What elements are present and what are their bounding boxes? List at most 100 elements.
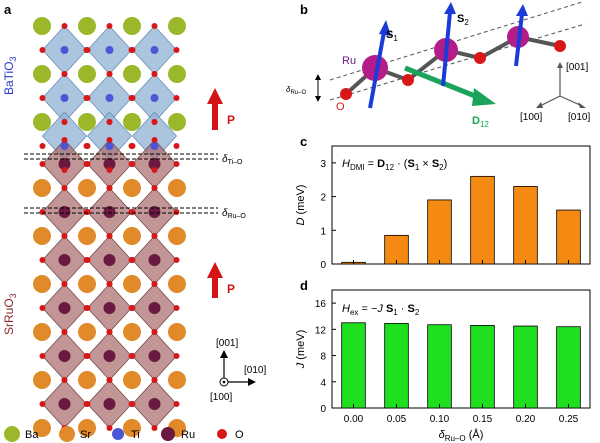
dmi-equation: HDMI = D12 · (S1 × S2) bbox=[342, 158, 447, 172]
o-atom bbox=[39, 143, 46, 149]
x-axis-label-sub: Ru–O bbox=[445, 434, 466, 443]
batio3-text: BaTiO bbox=[2, 61, 16, 95]
o-atom bbox=[173, 257, 180, 263]
axis-b-001: [001] bbox=[566, 62, 588, 73]
sr-atom bbox=[33, 179, 51, 197]
o-atom bbox=[151, 425, 158, 431]
dmi-eq-part: H bbox=[342, 158, 350, 170]
ru-atom bbox=[58, 158, 71, 170]
o-atom bbox=[129, 143, 136, 149]
legend-label-ba: Ba bbox=[25, 429, 39, 441]
ti-atom bbox=[60, 46, 69, 54]
crystal-structure bbox=[33, 17, 186, 437]
axis-b-010: [010] bbox=[568, 112, 590, 123]
ex-eq-part: S bbox=[386, 303, 393, 315]
axis-b-100: [100] bbox=[520, 112, 542, 123]
o-atom bbox=[39, 161, 46, 167]
o-atom bbox=[106, 119, 113, 125]
axis-indicator-a: [001] [010] [100] bbox=[210, 338, 266, 403]
o-atom bbox=[106, 425, 113, 431]
dmi-schematic: δRu–O D12 Ru O S1 S2 [001] [100] [010] bbox=[286, 1, 590, 129]
sr-atom bbox=[123, 227, 141, 245]
o-atom bbox=[106, 137, 113, 143]
ru-atom bbox=[148, 206, 161, 218]
dmi-eq-part: ) bbox=[444, 158, 448, 170]
o-atom bbox=[84, 209, 91, 215]
x-tick-label: 0.00 bbox=[344, 414, 364, 425]
dmi-eq-part: 12 bbox=[385, 163, 394, 172]
ru-atom bbox=[103, 302, 116, 314]
o-atom bbox=[39, 47, 46, 53]
o-atom bbox=[84, 305, 91, 311]
axis-a-100: [100] bbox=[210, 392, 232, 403]
ba-atom bbox=[168, 113, 186, 131]
o-atom bbox=[151, 71, 158, 77]
o-atom bbox=[173, 401, 180, 407]
ti-atom bbox=[150, 142, 159, 150]
dmi-eq-part: S bbox=[407, 158, 414, 170]
sr-atom bbox=[33, 275, 51, 293]
ru-atom bbox=[58, 398, 71, 410]
s1-label: S1 bbox=[386, 29, 398, 43]
y-tick-label: 1 bbox=[320, 226, 326, 237]
o-atom bbox=[129, 305, 136, 311]
o-atom bbox=[173, 95, 180, 101]
sr-atom bbox=[78, 227, 96, 245]
delta-b-label: δRu–O bbox=[286, 85, 306, 96]
o-atom bbox=[129, 353, 136, 359]
bar-0.25 bbox=[556, 209, 581, 265]
bar-0.15 bbox=[470, 175, 495, 265]
y-axis-label-unit: (meV) bbox=[295, 185, 307, 218]
spin-s3 bbox=[514, 13, 524, 67]
dmi-eq-part: 1 bbox=[415, 163, 420, 172]
bar-0.10 bbox=[427, 199, 452, 265]
o-atom bbox=[173, 47, 180, 53]
x-tick-label: 0.05 bbox=[387, 414, 407, 425]
o-atom bbox=[39, 353, 46, 359]
o-atom bbox=[151, 329, 158, 335]
dmi-eq-part: D bbox=[377, 158, 385, 170]
y-tick-label: 0 bbox=[320, 404, 326, 415]
polarization-label-bottom: P bbox=[227, 282, 235, 296]
exchange-equation: Hex = −J S1 · S2 bbox=[342, 303, 420, 317]
dmi-eq-part: DMI bbox=[350, 163, 365, 172]
sr-atom bbox=[33, 419, 51, 437]
o-atom bbox=[129, 209, 136, 215]
sr-atom bbox=[78, 179, 96, 197]
ex-eq-part: S bbox=[408, 303, 415, 315]
sr-atom bbox=[168, 179, 186, 197]
ba-atom bbox=[78, 65, 96, 83]
spin-s2 bbox=[441, 11, 452, 87]
ru-atom bbox=[58, 302, 71, 314]
dmi-eq-part: 2 bbox=[439, 163, 444, 172]
o-atom bbox=[61, 119, 68, 125]
legend-swatch-o bbox=[217, 429, 227, 439]
bar-0.20 bbox=[513, 325, 538, 409]
sr-atom bbox=[168, 371, 186, 389]
o-atom bbox=[151, 377, 158, 383]
o-atom bbox=[173, 305, 180, 311]
o-atom bbox=[84, 143, 91, 149]
ru-atom bbox=[148, 158, 161, 170]
sr-atom bbox=[33, 227, 51, 245]
o-atom bbox=[106, 23, 113, 29]
sr-atom bbox=[123, 419, 141, 437]
ru-atom bbox=[58, 254, 71, 266]
ti-atom bbox=[105, 94, 114, 102]
spin-s1 bbox=[368, 31, 386, 109]
ex-eq-part: H bbox=[342, 303, 350, 315]
sr-atom bbox=[123, 323, 141, 341]
y-axis-label: J (meV) bbox=[295, 330, 307, 370]
ru-atom bbox=[148, 254, 161, 266]
y-tick-label: 2 bbox=[320, 193, 326, 204]
o-atom bbox=[61, 137, 68, 143]
ba-atom bbox=[33, 17, 51, 35]
srruo3-sub: 3 bbox=[8, 293, 18, 298]
o-atom bbox=[39, 305, 46, 311]
delta-ru-o-label: δRu–O bbox=[222, 208, 246, 220]
sr-atom bbox=[168, 275, 186, 293]
y-axis-label-var: J bbox=[295, 362, 307, 369]
axis-a-001: [001] bbox=[216, 338, 238, 349]
bar-0.10 bbox=[427, 324, 452, 409]
